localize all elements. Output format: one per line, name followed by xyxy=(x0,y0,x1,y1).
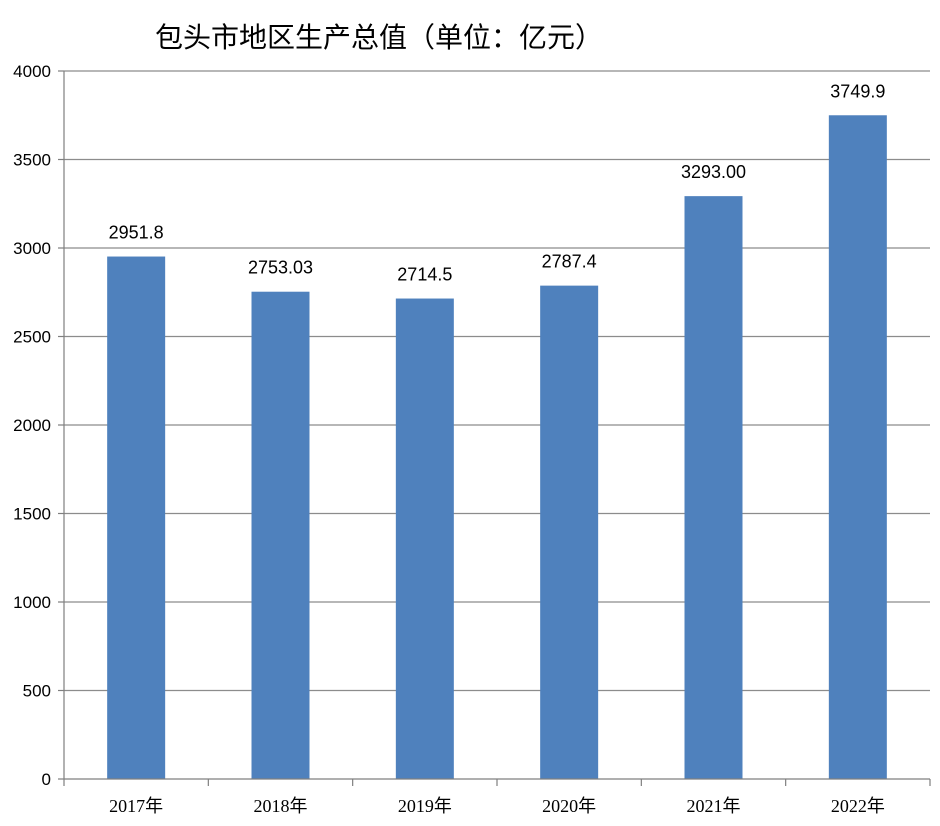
y-tick-label-8: 4000 xyxy=(13,62,51,81)
bar-2 xyxy=(251,291,310,779)
x-tick-label-5: 2021年 xyxy=(687,796,741,816)
x-tick-label-4: 2020年 xyxy=(542,796,596,816)
bar-5 xyxy=(684,196,743,779)
y-tick-label-6: 3000 xyxy=(13,239,51,258)
data-label-1: 2951.8 xyxy=(109,223,164,243)
x-tick-label-2: 2018年 xyxy=(254,796,308,816)
bars xyxy=(107,115,887,780)
bar-6 xyxy=(828,115,887,779)
axes xyxy=(58,70,931,786)
data-label-6: 3749.9 xyxy=(830,81,885,101)
y-tick-label-7: 3500 xyxy=(13,151,51,170)
bar-1 xyxy=(107,256,166,780)
bar-4 xyxy=(540,285,599,779)
chart-title: 包头市地区生产总值（单位：亿元） xyxy=(155,21,603,54)
data-label-2: 2753.03 xyxy=(248,258,313,278)
labels: 0 500 1000 1500 2000 2500 3000 3500 4000 2951.8 20… xyxy=(13,62,885,816)
y-tick-label-5: 2500 xyxy=(13,328,51,347)
data-label-4: 2787.4 xyxy=(542,252,597,272)
y-tick-label-1: 500 xyxy=(23,682,51,701)
x-tick-label-6: 2022年 xyxy=(831,796,885,816)
x-tick-label-1: 2017年 xyxy=(109,796,163,816)
y-tick-label-0: 0 xyxy=(42,770,51,789)
data-label-3: 2714.5 xyxy=(397,265,452,285)
bar-3 xyxy=(395,298,454,779)
y-tick-label-4: 2000 xyxy=(13,416,51,435)
gridlines xyxy=(64,70,930,692)
x-tick-label-3: 2019年 xyxy=(398,796,452,816)
y-tick-label-2: 1000 xyxy=(13,593,51,612)
data-label-5: 3293.00 xyxy=(681,162,746,182)
y-tick-label-3: 1500 xyxy=(13,505,51,524)
